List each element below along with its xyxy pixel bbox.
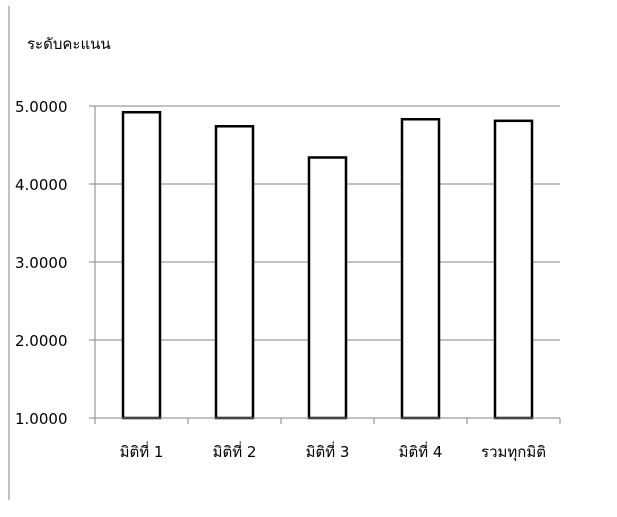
x-tick-label: มิติที่ 4 (399, 441, 443, 461)
x-tick-label: มิติที่ 2 (213, 441, 257, 461)
y-axis-label: ระดับคะแนน (27, 35, 111, 53)
x-tick-label: มิติที่ 1 (120, 441, 164, 461)
y-tick-label: 3.0000 (15, 254, 68, 272)
bar-layer (121, 110, 534, 420)
bar (121, 110, 162, 420)
x-tick-label: มิติที่ 3 (306, 441, 350, 461)
bar (307, 156, 348, 420)
y-tick-label: 5.0000 (15, 98, 68, 116)
y-tick-label: 1.0000 (15, 410, 68, 428)
bar (400, 118, 441, 420)
label-layer: 1.0000 2.0000 3.0000 4.0000 5.0000 มิติที่ 1 ม… (15, 98, 546, 462)
y-tick-label: 2.0000 (15, 332, 68, 350)
bar (493, 119, 534, 420)
bar (214, 125, 255, 420)
y-tick-label: 4.0000 (15, 176, 68, 194)
x-tick-label: รวมทุกมิติ (481, 443, 546, 462)
axis-layer (94, 106, 561, 424)
